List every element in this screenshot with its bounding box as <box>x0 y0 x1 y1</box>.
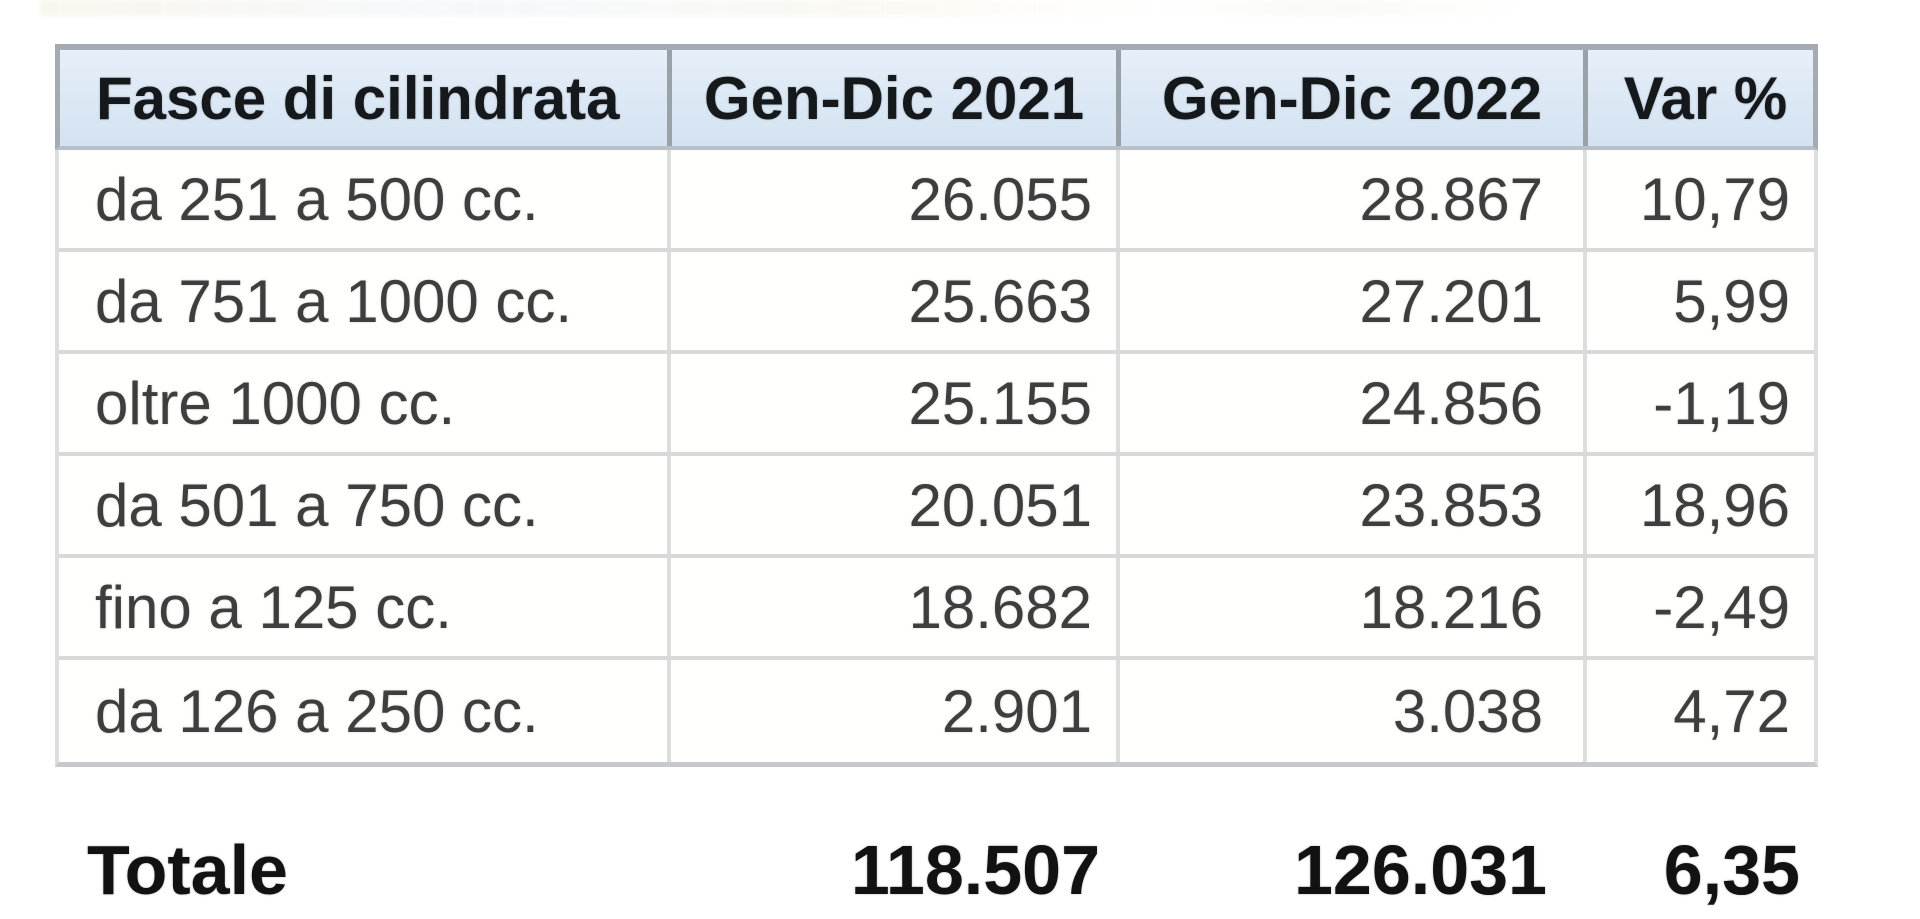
total-label: Totale <box>87 830 288 909</box>
value-2022: 28.867 <box>1120 150 1587 248</box>
total-row: Totale 118.507 126.031 6,35 <box>55 820 1818 919</box>
value-var-pct: -1,19 <box>1653 369 1790 437</box>
value-2022: 27.201 <box>1120 252 1587 350</box>
total-value-2021: 118.507 <box>850 830 1100 909</box>
value-2021: 20.051 <box>671 456 1120 554</box>
value-var-pct: 18,96 <box>1639 471 1790 539</box>
row-label: da 501 a 750 cc. <box>59 456 671 554</box>
table-header-row: Fasce di cilindrata Gen-Dic 2021 Gen-Dic… <box>55 44 1818 150</box>
table-row-da-501-a-750: da 501 a 750 cc. 20.051 23.853 18,96 <box>59 456 1814 558</box>
table-row-fino-a-125: fino a 125 cc. 18.682 18.216 -2,49 <box>59 558 1814 660</box>
table-row-da-751-a-1000: da 751 a 1000 cc. 25.663 27.201 5,99 <box>59 252 1814 354</box>
column-header-gen-dic-2022: Gen-Dic 2022 <box>1121 50 1588 146</box>
row-label: da 126 a 250 cc. <box>59 660 671 762</box>
row-label: da 751 a 1000 cc. <box>59 252 671 350</box>
value-var-pct: -2,49 <box>1653 573 1790 641</box>
table-row-da-251-a-500: da 251 a 500 cc. 26.055 28.867 10,79 <box>59 150 1814 252</box>
column-header-var-pct: Var % <box>1623 64 1788 132</box>
value-2022: 18.216 <box>1120 558 1587 656</box>
value-var-pct: 4,72 <box>1673 677 1790 745</box>
row-label: da 251 a 500 cc. <box>59 150 671 248</box>
value-var-pct: 10,79 <box>1639 165 1790 233</box>
value-2021: 2.901 <box>671 660 1120 762</box>
value-2022: 3.038 <box>1120 660 1587 762</box>
value-2022: 24.856 <box>1120 354 1587 452</box>
total-value-var-pct: 6,35 <box>1663 830 1800 909</box>
table-row-da-126-a-250: da 126 a 250 cc. 2.901 3.038 4,72 <box>59 660 1814 762</box>
displacement-table: Fasce di cilindrata Gen-Dic 2021 Gen-Dic… <box>55 44 1818 767</box>
value-2021: 25.663 <box>671 252 1120 350</box>
column-header-fasce-di-cilindrata: Fasce di cilindrata <box>60 50 672 146</box>
row-label: fino a 125 cc. <box>59 558 671 656</box>
row-label: oltre 1000 cc. <box>59 354 671 452</box>
cropped-content-artifact <box>40 0 1540 16</box>
column-header-gen-dic-2021: Gen-Dic 2021 <box>672 50 1121 146</box>
table-row-oltre-1000: oltre 1000 cc. 25.155 24.856 -1,19 <box>59 354 1814 456</box>
value-2022: 23.853 <box>1120 456 1587 554</box>
table-body: da 251 a 500 cc. 26.055 28.867 10,79 da … <box>55 150 1818 767</box>
value-2021: 25.155 <box>671 354 1120 452</box>
value-2021: 18.682 <box>671 558 1120 656</box>
value-2021: 26.055 <box>671 150 1120 248</box>
total-value-2022: 126.031 <box>1293 830 1547 909</box>
value-var-pct: 5,99 <box>1673 267 1790 335</box>
